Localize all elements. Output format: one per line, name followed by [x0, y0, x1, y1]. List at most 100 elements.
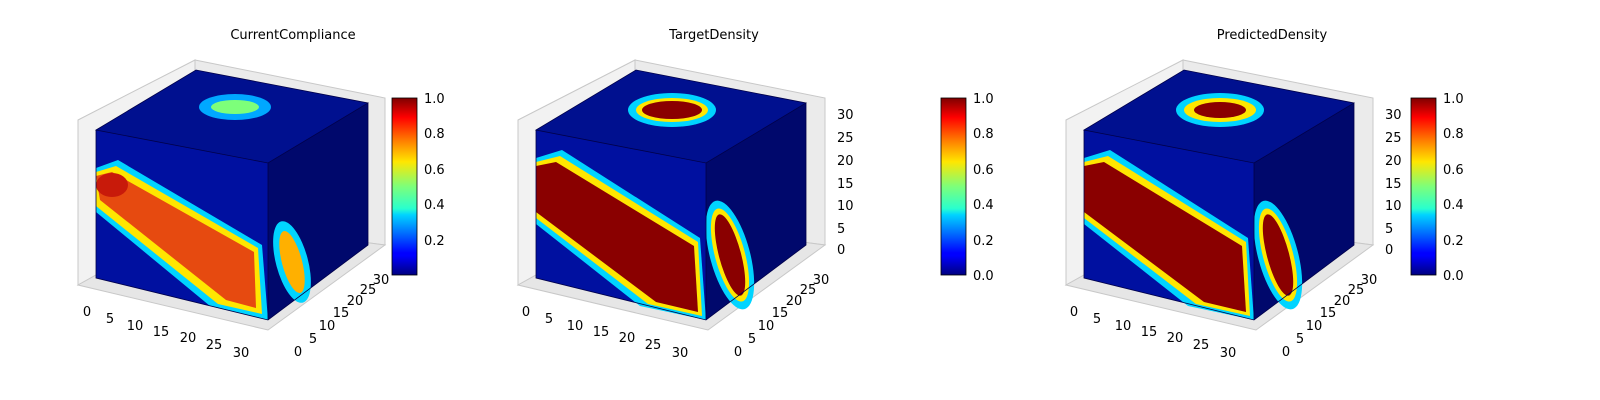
voxel-cube	[94, 69, 370, 321]
y-tick: 0	[294, 345, 302, 360]
colorbar-tick: 0.2	[1443, 234, 1464, 249]
y-tick: 5	[748, 332, 756, 347]
x-tick: 0	[522, 305, 530, 320]
colorbar-tick: 0.8	[424, 127, 445, 142]
y-tick: 10	[758, 319, 775, 334]
y-tick: 0	[1282, 345, 1290, 360]
right-ellipse-core	[279, 230, 305, 294]
colorbar-tick: 0.0	[973, 269, 994, 284]
y-tick: 20	[786, 294, 803, 309]
colorbar: 0.2 0.4 0.6 0.8 1.0	[391, 92, 445, 276]
panel-title: TargetDensity	[668, 28, 759, 43]
x-tick: 20	[180, 331, 197, 346]
z-tick: 15	[837, 177, 854, 192]
y-tick: 25	[1348, 283, 1365, 298]
y-tick: 25	[800, 283, 817, 298]
colorbar-tick: 0.8	[973, 127, 994, 142]
z-tick: 25	[837, 131, 854, 146]
right-ellipse-core	[714, 214, 746, 296]
z-tick: 20	[837, 154, 854, 169]
voxel-cube	[1082, 69, 1356, 321]
colorbar-tick: 0.2	[424, 234, 445, 249]
colorbar-tick: 0.4	[1443, 198, 1464, 213]
top-spot-core	[1194, 102, 1246, 118]
y-tick: 30	[813, 273, 830, 288]
y-tick: 10	[319, 319, 336, 334]
y-tick: 5	[309, 332, 317, 347]
right-ellipse-core	[1262, 214, 1294, 296]
y-axis-ticks: 0 5 10 15 20 25 30	[734, 273, 829, 360]
cube-edges	[1082, 69, 1356, 321]
x-tick: 10	[127, 319, 144, 334]
x-tick: 0	[1070, 305, 1078, 320]
x-tick: 25	[645, 338, 662, 353]
colorbar-tick: 1.0	[1443, 92, 1464, 107]
z-tick: 20	[1385, 154, 1402, 169]
y-tick: 25	[360, 283, 377, 298]
top-spot-core	[642, 101, 702, 119]
x-tick: 10	[1115, 319, 1132, 334]
x-tick: 5	[545, 312, 553, 327]
x-tick: 30	[233, 346, 250, 361]
colorbar-tick: 0.6	[424, 163, 445, 178]
left-band-corner	[96, 173, 128, 197]
x-tick: 25	[206, 338, 223, 353]
z-tick: 5	[1385, 222, 1393, 237]
colorbar-gradient	[1410, 97, 1437, 276]
x-tick: 5	[1093, 312, 1101, 327]
z-tick: 0	[1385, 243, 1393, 258]
left-band-core	[96, 172, 256, 308]
colorbar: 0.0 0.2 0.4 0.6 0.8 1.0	[1410, 92, 1464, 284]
x-tick: 15	[153, 325, 170, 340]
y-tick: 15	[772, 306, 789, 321]
x-tick: 5	[106, 312, 114, 327]
cube-edges	[534, 69, 808, 321]
colorbar-gradient	[391, 97, 418, 276]
z-axis-ticks: 0 5 10 15 20 25 30	[1385, 108, 1402, 258]
y-tick: 0	[734, 345, 742, 360]
panel-3: PredictedDensity 0 5 10 15 20	[1064, 28, 1464, 361]
x-tick: 20	[619, 331, 636, 346]
y-tick: 30	[1361, 273, 1378, 288]
x-tick: 30	[1220, 346, 1237, 361]
x-tick: 20	[1167, 331, 1184, 346]
left-band-core	[536, 162, 698, 312]
z-tick: 15	[1385, 177, 1402, 192]
y-axis-ticks: 0 5 10 15 20 25 30	[1282, 273, 1377, 360]
y-tick: 10	[1306, 319, 1323, 334]
colorbar-tick: 1.0	[973, 92, 994, 107]
colorbar-tick: 0.0	[1443, 269, 1464, 284]
x-tick: 15	[593, 325, 610, 340]
colorbar-tick: 0.4	[424, 198, 445, 213]
colorbar-tick: 0.6	[973, 163, 994, 178]
panel-title: CurrentCompliance	[230, 28, 355, 43]
top-spot-core	[211, 100, 259, 114]
y-tick: 30	[373, 273, 390, 288]
panel-2: TargetDensity 0 5 10 15 20	[516, 28, 994, 361]
z-tick: 30	[1385, 108, 1402, 123]
colorbar-tick: 0.4	[973, 198, 994, 213]
x-axis-ticks: 0 5 10 15 20 25 30	[522, 305, 688, 361]
colorbar-tick: 1.0	[424, 92, 445, 107]
voxel-cube	[534, 69, 808, 321]
z-tick: 0	[837, 243, 845, 258]
z-tick: 5	[837, 222, 845, 237]
y-tick: 15	[333, 306, 350, 321]
z-tick: 10	[837, 199, 854, 214]
colorbar: 0.0 0.2 0.4 0.6 0.8 1.0	[940, 92, 994, 284]
panel-1: CurrentCompliance 0 5 10	[76, 28, 445, 361]
y-tick: 20	[347, 294, 364, 309]
y-tick: 15	[1320, 306, 1337, 321]
left-band-core	[1084, 162, 1246, 312]
x-tick: 0	[83, 305, 91, 320]
y-axis-ticks: 0 5 10 15 20 25 30	[294, 273, 389, 360]
panel-title: PredictedDensity	[1217, 28, 1328, 43]
x-axis-ticks: 0 5 10 15 20 25 30	[83, 305, 249, 361]
x-tick: 15	[1141, 325, 1158, 340]
y-tick: 5	[1296, 332, 1304, 347]
colorbar-tick: 0.2	[973, 234, 994, 249]
cube-edges	[94, 69, 370, 321]
z-tick: 30	[837, 108, 854, 123]
colorbar-tick: 0.6	[1443, 163, 1464, 178]
x-tick: 30	[672, 346, 689, 361]
